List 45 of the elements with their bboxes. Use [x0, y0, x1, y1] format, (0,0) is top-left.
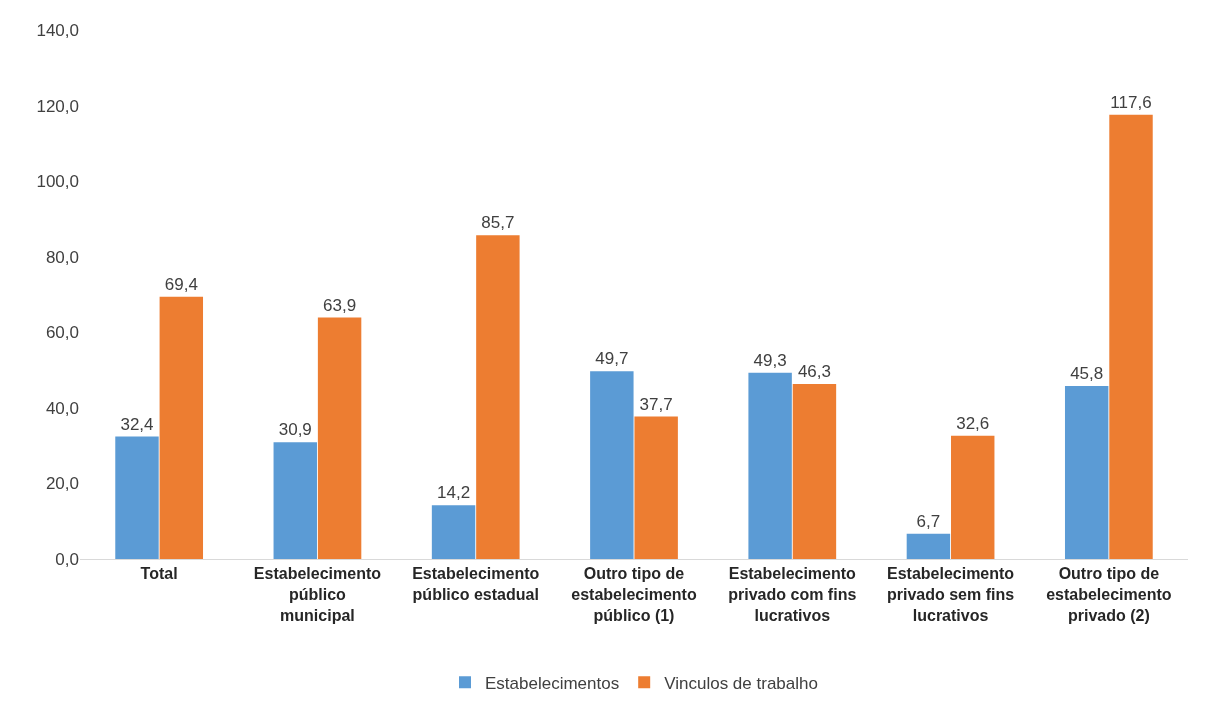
y-tick-label: 40,0 — [45, 398, 79, 418]
data-label: 37,7 — [639, 394, 673, 414]
y-tick-label: 80,0 — [45, 247, 79, 267]
y-tick-label: 120,0 — [36, 96, 79, 116]
data-label: 46,3 — [797, 362, 831, 382]
data-label: 49,7 — [595, 349, 629, 369]
y-tick-label: 0,0 — [55, 549, 79, 569]
x-tick-label: Outro tipo de estabelecimento privado (2) — [1046, 565, 1172, 624]
bar — [476, 235, 520, 559]
bar — [634, 416, 678, 559]
x-tick-label: Total — [140, 565, 178, 583]
bar — [115, 436, 159, 559]
x-tick-label: Estabelecimento público estadual — [412, 565, 540, 603]
x-tick-label: Estabelecimento privado sem fins lucrativos — [886, 565, 1015, 624]
data-label: 69,4 — [164, 274, 198, 294]
bar — [590, 371, 634, 559]
bar — [792, 384, 837, 559]
y-tick-label: 60,0 — [45, 323, 79, 343]
y-tick-label: 100,0 — [36, 172, 79, 192]
bar — [317, 317, 362, 559]
legend-label: Vinculos de trabalho — [664, 673, 818, 693]
data-label: 117,6 — [1110, 92, 1152, 112]
data-label: 63,9 — [323, 295, 357, 315]
bar — [1109, 114, 1153, 559]
bar — [951, 435, 995, 559]
bar — [159, 296, 204, 559]
data-label: 30,9 — [278, 420, 312, 440]
x-tick-label: Estabelecimento público municipal — [253, 565, 382, 624]
data-label: 85,7 — [481, 213, 515, 233]
y-tick-label: 20,0 — [45, 474, 79, 494]
data-label: 45,8 — [1070, 363, 1104, 383]
bar — [273, 442, 317, 559]
bar — [431, 505, 476, 559]
data-label: 32,4 — [120, 414, 154, 434]
data-label: 32,6 — [956, 413, 990, 433]
bar — [906, 533, 951, 559]
data-label: 49,3 — [753, 350, 787, 370]
x-tick-label: Estabelecimento privado com fins lucrativos — [728, 565, 857, 624]
bar — [748, 372, 792, 559]
data-label: 6,7 — [916, 511, 941, 531]
legend-label: Estabelecimentos — [485, 673, 620, 693]
bar — [1064, 385, 1109, 559]
data-label: 14,2 — [437, 483, 471, 503]
y-tick-label: 140,0 — [36, 20, 79, 40]
x-tick-label: Outro tipo de estabelecimento público (1) — [571, 565, 697, 624]
